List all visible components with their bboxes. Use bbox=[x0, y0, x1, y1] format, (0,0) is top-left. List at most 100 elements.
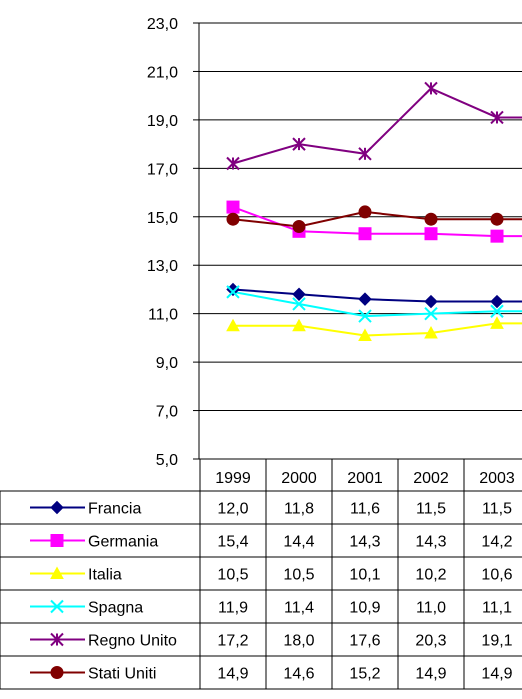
legend-label: Germania bbox=[88, 534, 158, 551]
legend-marker-spagna bbox=[50, 599, 64, 614]
data-label: 10,2 bbox=[415, 567, 446, 584]
legend-marker-stati-uniti bbox=[50, 666, 64, 679]
data-label: 10,1 bbox=[349, 567, 380, 584]
x-category-label: 2000 bbox=[281, 470, 317, 487]
legend-label: Stati Uniti bbox=[88, 666, 156, 683]
data-point-spagna bbox=[292, 297, 306, 311]
data-point-regno-unito bbox=[424, 81, 438, 96]
data-point-spagna bbox=[358, 309, 372, 323]
data-point-germania bbox=[226, 200, 240, 214]
y-tick-label: 17,0 bbox=[147, 161, 178, 178]
marker-stroke bbox=[50, 599, 64, 614]
data-label: 14,9 bbox=[415, 666, 446, 683]
data-point-francia bbox=[424, 294, 438, 309]
data-point-francia bbox=[292, 287, 306, 301]
series-line-italia bbox=[233, 322, 522, 337]
y-tick-label: 5,0 bbox=[156, 452, 178, 469]
data-point-stati-uniti bbox=[490, 212, 504, 226]
data-label: 15,2 bbox=[349, 666, 380, 683]
data-label: 11,6 bbox=[350, 501, 380, 518]
marker-stroke bbox=[226, 285, 240, 299]
data-label: 10,9 bbox=[349, 600, 380, 617]
data-label: 11,5 bbox=[482, 501, 512, 518]
y-tick-label: 13,0 bbox=[147, 258, 178, 275]
data-point-regno-unito bbox=[226, 156, 240, 171]
data-point-stati-uniti bbox=[226, 212, 240, 226]
data-label: 10,5 bbox=[283, 567, 314, 584]
data-point-stati-uniti bbox=[424, 212, 438, 226]
data-label: 17,2 bbox=[217, 633, 248, 650]
marker-stroke bbox=[424, 306, 438, 321]
data-label: 14,4 bbox=[283, 534, 314, 551]
series-lines bbox=[232, 87, 522, 337]
data-label: 14,3 bbox=[415, 534, 446, 551]
data-label: 12,0 bbox=[217, 501, 248, 518]
data-label: 11,0 bbox=[416, 600, 446, 617]
data-label: 10,5 bbox=[217, 567, 248, 584]
data-label: 14,2 bbox=[481, 534, 512, 551]
data-point-italia bbox=[292, 318, 306, 332]
data-label: 11,1 bbox=[482, 600, 512, 617]
grid-lines bbox=[199, 22, 522, 460]
legend-marker-francia bbox=[50, 500, 64, 515]
legend-marker-germania bbox=[50, 534, 64, 547]
data-point-regno-unito bbox=[358, 147, 372, 161]
data-label: 14,9 bbox=[481, 666, 512, 683]
y-tick-label: 11,0 bbox=[148, 307, 178, 324]
data-point-spagna bbox=[424, 306, 438, 321]
marker-stroke bbox=[292, 297, 306, 311]
y-tick-label: 23,0 bbox=[147, 16, 178, 33]
series-line-regno-unito bbox=[232, 87, 522, 165]
data-label: 11,8 bbox=[284, 501, 314, 518]
legend-marker-italia bbox=[50, 566, 64, 579]
data-label: 11,4 bbox=[284, 600, 314, 617]
data-point-germania bbox=[490, 229, 504, 243]
y-tick-label: 7,0 bbox=[156, 404, 178, 421]
data-point-stati-uniti bbox=[358, 205, 372, 219]
y-axis: 5,0 7,0 9,0 11,0 13,0 15,0 17,0 19,0 21,0 23,0 bbox=[147, 16, 200, 469]
data-point-italia bbox=[358, 328, 372, 341]
data-point-francia bbox=[358, 292, 372, 306]
data-label: 19,1 bbox=[481, 633, 512, 650]
data-point-stati-uniti bbox=[292, 219, 306, 233]
data-point-italia bbox=[226, 318, 240, 332]
data-label: 15,4 bbox=[217, 534, 248, 551]
y-tick-label: 19,0 bbox=[147, 113, 178, 130]
data-point-regno-unito bbox=[292, 137, 306, 151]
data-label: 14,9 bbox=[217, 666, 248, 683]
data-point-germania bbox=[424, 227, 438, 241]
data-point-italia bbox=[490, 316, 504, 329]
data-label: 10,6 bbox=[481, 567, 512, 584]
data-point-regno-unito bbox=[490, 110, 504, 125]
marker-stroke bbox=[490, 304, 504, 318]
data-point-spagna bbox=[490, 304, 504, 318]
legend-label: Regno Unito bbox=[88, 633, 177, 650]
data-label: 17,6 bbox=[349, 633, 380, 650]
data-label: 18,0 bbox=[283, 633, 314, 650]
y-tick-label: 15,0 bbox=[147, 210, 178, 227]
data-point-francia bbox=[490, 294, 504, 309]
data-label: 11,9 bbox=[218, 600, 248, 617]
x-category-label: 2002 bbox=[413, 470, 449, 487]
data-label: 20,3 bbox=[415, 633, 446, 650]
marker-stroke bbox=[358, 309, 372, 323]
data-table: 1999 2000 2001 2002 2003 Francia 12,0 11,8 11,6 1… bbox=[0, 459, 522, 690]
legend-label: Francia bbox=[88, 501, 141, 518]
data-point-germania bbox=[358, 227, 372, 241]
series-markers bbox=[226, 81, 504, 341]
x-category-label: 2001 bbox=[347, 470, 383, 487]
data-point-italia bbox=[424, 326, 438, 339]
series-line-stati-uniti bbox=[232, 210, 522, 228]
y-tick-label: 21,0 bbox=[147, 64, 178, 81]
data-label: 14,6 bbox=[283, 666, 314, 683]
y-tick-label: 9,0 bbox=[156, 355, 178, 372]
x-category-label: 1999 bbox=[215, 470, 251, 487]
data-point-spagna bbox=[226, 285, 240, 299]
legend-label: Spagna bbox=[88, 600, 143, 617]
legend-label: Italia bbox=[88, 567, 122, 584]
data-label: 14,3 bbox=[349, 534, 380, 551]
series-line-germania bbox=[232, 206, 522, 238]
data-label: 11,5 bbox=[416, 501, 446, 518]
legend-marker-regno-unito bbox=[50, 632, 64, 647]
